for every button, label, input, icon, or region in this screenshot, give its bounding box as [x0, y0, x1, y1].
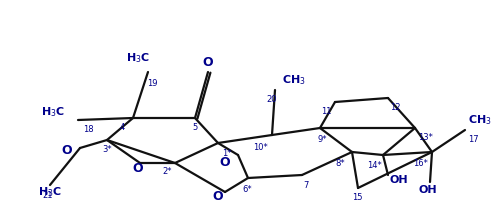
Text: CH$_3$: CH$_3$ — [468, 113, 492, 127]
Text: O: O — [219, 155, 230, 169]
Text: 3*: 3* — [103, 145, 112, 154]
Text: 10*: 10* — [253, 143, 268, 152]
Text: 4: 4 — [120, 122, 125, 132]
Text: 14*: 14* — [367, 161, 382, 170]
Text: 16*: 16* — [413, 159, 428, 167]
Text: 11: 11 — [321, 108, 332, 116]
Text: O: O — [132, 162, 142, 174]
Text: OH: OH — [419, 185, 437, 195]
Text: H$_3$C: H$_3$C — [41, 105, 65, 119]
Text: 17: 17 — [468, 135, 479, 144]
Text: 6*: 6* — [243, 184, 252, 194]
Text: 9*: 9* — [318, 135, 327, 144]
Text: 19: 19 — [147, 79, 157, 88]
Text: 12: 12 — [390, 103, 400, 112]
Text: OH: OH — [390, 175, 409, 185]
Text: 2*: 2* — [163, 167, 172, 176]
Text: 5: 5 — [192, 122, 197, 132]
Text: H$_3$C: H$_3$C — [38, 185, 62, 199]
Text: CH$_3$: CH$_3$ — [282, 73, 306, 87]
Text: 13*: 13* — [418, 133, 433, 143]
Text: O: O — [212, 190, 223, 203]
Text: O: O — [203, 55, 213, 69]
Text: O: O — [61, 143, 72, 156]
Text: 18: 18 — [83, 125, 93, 134]
Text: 8*: 8* — [335, 159, 345, 167]
Text: 7: 7 — [303, 182, 309, 191]
Text: 21: 21 — [43, 192, 53, 201]
Text: 20: 20 — [267, 95, 277, 104]
Text: 15: 15 — [352, 194, 362, 203]
Text: 1*: 1* — [222, 149, 232, 157]
Text: H$_3$C: H$_3$C — [126, 51, 150, 65]
